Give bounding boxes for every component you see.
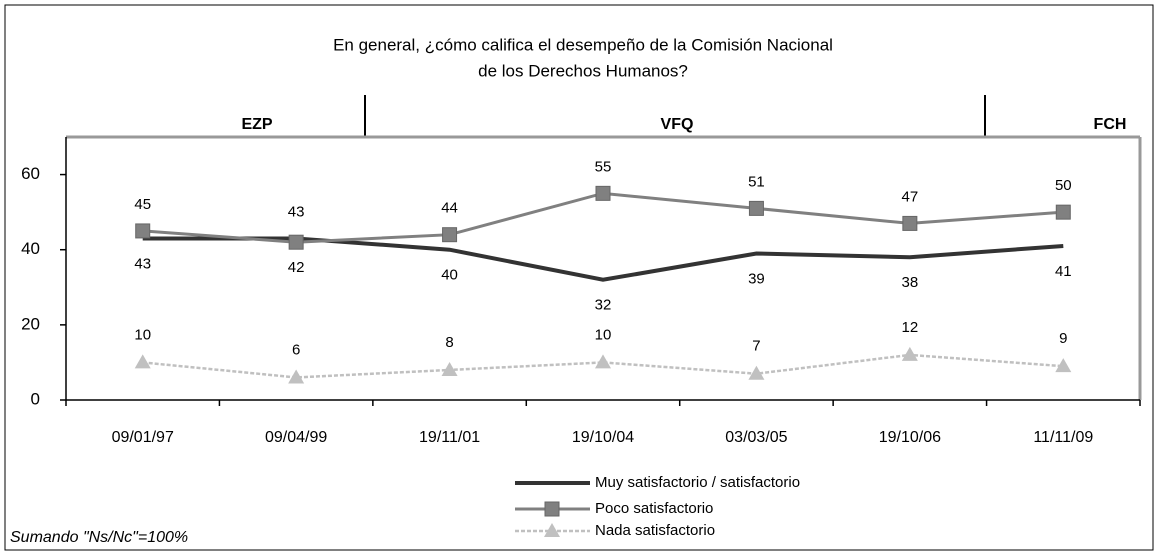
legend-marker [544, 523, 560, 537]
data-label: 51 [748, 173, 765, 190]
x-tick-label: 09/04/99 [265, 429, 327, 446]
data-label: 45 [134, 196, 151, 213]
legend-label: Muy satisfactorio / satisfactorio [595, 474, 800, 491]
data-label: 6 [292, 341, 300, 358]
data-label: 39 [748, 270, 765, 287]
point [1055, 204, 1071, 220]
data-label: 32 [595, 297, 612, 314]
footnote: Sumando "Ns/Nc"=100% [10, 529, 188, 546]
data-label: 10 [595, 326, 612, 343]
point [288, 234, 304, 250]
data-label: 9 [1059, 330, 1067, 347]
legend-label: Nada satisfactorio [595, 522, 715, 539]
point [441, 361, 458, 376]
point [595, 185, 611, 201]
x-tick-label: 19/10/04 [572, 429, 634, 446]
data-label: 43 [288, 203, 305, 220]
y-tick-label: 20 [21, 314, 40, 333]
data-label: 38 [902, 274, 919, 291]
period-label: EZP [241, 116, 272, 133]
data-label: 47 [902, 188, 919, 205]
legend-marker [544, 501, 560, 517]
x-tick-label: 19/10/06 [879, 429, 941, 446]
point [135, 223, 151, 239]
data-label: 12 [902, 319, 919, 336]
point [748, 200, 764, 216]
chart-title: En general, ¿cómo califica el desempeño … [333, 35, 833, 54]
x-tick-label: 11/11/09 [1033, 429, 1093, 446]
point [595, 354, 611, 369]
chart-title: de los Derechos Humanos? [478, 61, 688, 80]
data-label: 43 [134, 255, 151, 272]
data-label: 50 [1055, 177, 1072, 194]
data-label: 41 [1055, 263, 1072, 280]
point [902, 215, 918, 231]
frame [4, 4, 1154, 551]
period-label: FCH [1094, 116, 1127, 133]
data-label: 44 [441, 200, 458, 217]
y-tick-label: 60 [21, 164, 40, 183]
point [442, 227, 458, 243]
point [1055, 358, 1072, 373]
point [748, 365, 765, 380]
data-label: 42 [288, 259, 305, 276]
data-label: 7 [752, 338, 760, 355]
legend-label: Poco satisfactorio [595, 500, 713, 517]
point [134, 354, 151, 369]
data-label: 40 [441, 267, 458, 284]
period-label: VFQ [661, 116, 694, 133]
x-tick-label: 03/03/05 [725, 429, 787, 446]
point [288, 369, 305, 384]
data-label: 10 [134, 326, 151, 343]
x-tick-label: 09/01/97 [112, 429, 174, 446]
data-label: 8 [445, 334, 453, 351]
point [901, 346, 918, 361]
data-label: 55 [595, 158, 612, 175]
y-tick-label: 0 [31, 389, 40, 408]
y-tick-label: 40 [21, 239, 40, 258]
x-tick-label: 19/11/01 [419, 429, 480, 446]
